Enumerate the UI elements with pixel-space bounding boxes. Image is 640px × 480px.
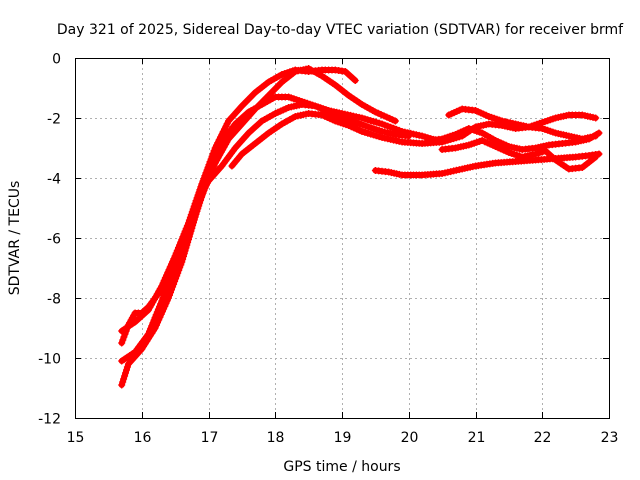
series-markers	[438, 137, 600, 173]
y-tick-label: -6	[47, 232, 61, 248]
series-markers	[425, 125, 603, 153]
y-tick-label: -4	[47, 172, 61, 188]
y-tick-label: -2	[47, 112, 61, 128]
x-tick-label: 17	[201, 430, 219, 446]
series-track-7	[371, 150, 603, 179]
x-tick-label: 19	[334, 430, 352, 446]
x-tick-label: 15	[67, 430, 85, 446]
x-tick-label: 16	[134, 430, 152, 446]
y-axis-label: SDTVAR / TECUs	[7, 181, 23, 296]
y-tick-label: -12	[38, 412, 61, 428]
x-tick-label: 21	[468, 430, 486, 446]
series-track-8	[438, 137, 600, 173]
series-markers	[371, 150, 603, 179]
axis-ticks: 15 16 17 18 19 20 21 22 23 0 -2 -4 -6 -8 -10 -12	[38, 52, 618, 447]
y-tick-label: 0	[52, 52, 61, 68]
grid	[75, 58, 609, 418]
series-markers	[118, 101, 413, 347]
series-track-6	[445, 105, 600, 143]
series-track-4	[118, 101, 413, 347]
x-axis-label: GPS time / hours	[283, 459, 400, 475]
x-tick-label: 22	[534, 430, 552, 446]
y-tick-label: -8	[47, 292, 61, 308]
x-tick-label: 20	[401, 430, 419, 446]
y-tick-label: -10	[38, 352, 61, 368]
x-tick-label: 23	[601, 430, 619, 446]
x-tick-label: 18	[267, 430, 285, 446]
chart-title: Day 321 of 2025, Sidereal Day-to-day VTE…	[57, 22, 624, 38]
data-series	[118, 65, 603, 389]
series-track-9	[425, 125, 603, 153]
